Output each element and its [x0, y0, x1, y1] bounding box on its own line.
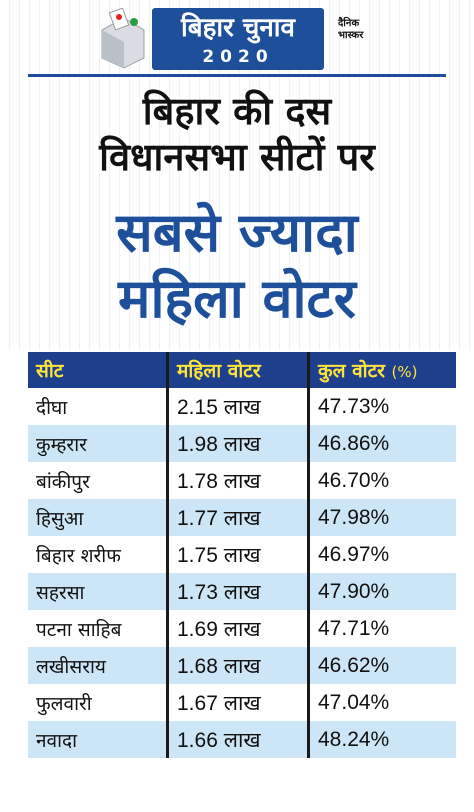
percent-cell: 46.86% [307, 425, 456, 462]
table-row: कुम्हरार 1.98 लाख 46.86% [28, 425, 456, 462]
headline-line-3: सबसे ज्यादा [116, 201, 358, 264]
table-row: लखीसराय 1.68 लाख 46.62% [28, 647, 456, 684]
women-voters-cell: 1.73 लाख [166, 573, 309, 610]
seat-cell: बिहार शरीफ [28, 536, 168, 573]
voter-table: सीट महिला वोटर कुल वोटर (%) दीघा 2.15 लाख… [28, 352, 456, 758]
column-header-women-voters: महिला वोटर [166, 352, 309, 388]
women-voters-cell: 1.77 लाख [166, 499, 309, 536]
header-divider [28, 74, 446, 77]
percent-cell: 47.98% [307, 499, 456, 536]
women-voters-cell: 1.66 लाख [166, 721, 309, 758]
percent-cell: 46.62% [307, 647, 456, 684]
seat-cell: कुम्हरार [28, 425, 168, 462]
election-year: 2020 [202, 47, 274, 67]
women-voters-cell: 1.98 लाख [166, 425, 309, 462]
women-voters-cell: 1.69 लाख [166, 610, 309, 647]
table-row: सहरसा 1.73 लाख 47.90% [28, 573, 456, 610]
headline-highlight: सबसे ज्यादा महिला वोटर [0, 200, 474, 332]
women-voters-cell: 1.78 लाख [166, 462, 309, 499]
table-row: हिसुआ 1.77 लाख 47.98% [28, 499, 456, 536]
women-voters-cell: 2.15 लाख [166, 388, 309, 425]
ballot-box-logo-icon [98, 7, 145, 69]
percent-cell: 46.97% [307, 536, 456, 573]
percent-cell: 47.04% [307, 684, 456, 721]
percent-cell: 48.24% [307, 721, 456, 758]
brand-title-block: बिहार चुनाव 2020 [152, 8, 324, 70]
table-row: नवादा 1.66 लाख 48.24% [28, 721, 456, 758]
percent-cell: 47.90% [307, 573, 456, 610]
percent-cell: 47.71% [307, 610, 456, 647]
percent-cell: 46.70% [307, 462, 456, 499]
seat-cell: बांकीपुर [28, 462, 168, 499]
women-voters-cell: 1.67 लाख [166, 684, 309, 721]
table-row: पटना साहिब 1.69 लाख 47.71% [28, 610, 456, 647]
column-header-seat: सीट [28, 352, 168, 388]
women-voters-cell: 1.75 लाख [166, 536, 309, 573]
seat-cell: सहरसा [28, 573, 168, 610]
table-row: बांकीपुर 1.78 लाख 46.70% [28, 462, 456, 499]
brand-title: बिहार चुनाव [181, 13, 295, 43]
column-header-total-voters: कुल वोटर (%) [307, 352, 456, 388]
seat-cell: फुलवारी [28, 684, 168, 721]
headline-top: बिहार की दस विधानसभा सीटों पर [0, 88, 474, 180]
seat-cell: दीघा [28, 388, 168, 425]
column-header-percent-sign: (%) [391, 363, 418, 381]
seat-cell: पटना साहिब [28, 610, 168, 647]
table-row: फुलवारी 1.67 लाख 47.04% [28, 684, 456, 721]
header: बिहार चुनाव 2020 दैनिक भास्कर [0, 0, 474, 80]
publisher-logo: दैनिक भास्कर [338, 18, 380, 42]
headline-line-2: विधानसभा सीटों पर [99, 135, 375, 179]
seat-cell: नवादा [28, 721, 168, 758]
seat-cell: हिसुआ [28, 499, 168, 536]
seat-cell: लखीसराय [28, 647, 168, 684]
publisher-logo-line1: दैनिक [338, 18, 360, 29]
table-row: बिहार शरीफ 1.75 लाख 46.97% [28, 536, 456, 573]
publisher-logo-line2: भास्कर [338, 30, 364, 41]
percent-cell: 47.73% [307, 388, 456, 425]
table-header-row: सीट महिला वोटर कुल वोटर (%) [28, 352, 456, 388]
headline-line-4: महिला वोटर [118, 267, 356, 330]
table-row: दीघा 2.15 लाख 47.73% [28, 388, 456, 425]
column-header-total-label: कुल वोटर [318, 360, 385, 382]
headline-line-1: बिहार की दस [142, 89, 332, 133]
women-voters-cell: 1.68 लाख [166, 647, 309, 684]
